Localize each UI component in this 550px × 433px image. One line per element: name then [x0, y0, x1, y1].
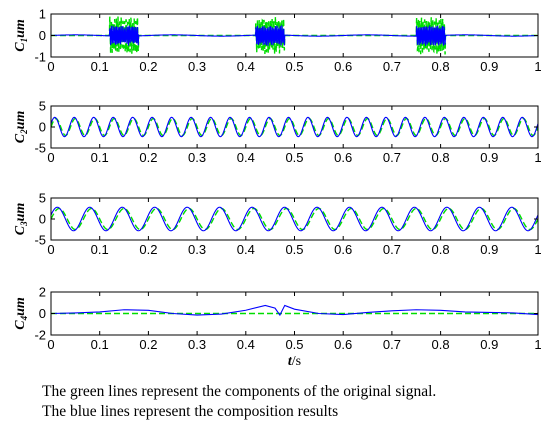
x-tick-label: 0.4 [237, 242, 255, 257]
x-tick-label: 0 [47, 59, 54, 74]
x-tick-label: 0.9 [480, 150, 498, 165]
y-tick-label: -5 [34, 141, 46, 156]
x-tick-label: 0.7 [383, 59, 401, 74]
x-tick-label: 0.6 [334, 150, 352, 165]
y-axis-label: C3um [13, 203, 29, 236]
axes-box [50, 197, 539, 241]
x-tick-label: 0.2 [139, 150, 157, 165]
y-axis-label: C2um [13, 111, 29, 144]
y-tick-label: 1 [39, 7, 46, 22]
x-tick-label: 0.5 [285, 150, 303, 165]
x-tick-label: 0.7 [383, 242, 401, 257]
series-line-original [51, 207, 538, 231]
x-tick-label: 0.6 [334, 337, 352, 352]
y-tick-label: 5 [39, 99, 46, 114]
x-tick-label: 0.9 [480, 59, 498, 74]
y-tick-label: -2 [34, 328, 46, 343]
y-tick-label: 0 [39, 212, 46, 227]
x-tick-label: 0.5 [285, 337, 303, 352]
x-tick-label: 0.9 [480, 337, 498, 352]
caption-line-1: The green lines represent the components… [42, 383, 437, 400]
x-tick-label: 0.8 [432, 150, 450, 165]
y-tick-label: 0 [39, 28, 46, 43]
x-tick-label: 0.2 [139, 337, 157, 352]
x-tick-label: 0.4 [237, 337, 255, 352]
x-tick-label: 0 [47, 337, 54, 352]
series-line-composition [51, 206, 538, 232]
y-tick-label: 5 [39, 191, 46, 206]
x-tick-label: 0.1 [91, 59, 109, 74]
x-tick-label: 0.8 [432, 59, 450, 74]
caption-line-2: The blue lines represent the composition… [42, 403, 339, 420]
x-tick-label: 0.6 [334, 59, 352, 74]
x-tick-label: 0.5 [285, 59, 303, 74]
x-tick-label: 0 [47, 150, 54, 165]
x-tick-label: 1 [534, 337, 541, 352]
x-tick-label: 0.3 [188, 242, 206, 257]
x-tick-label: 1 [534, 150, 541, 165]
x-axis-label: t/s [288, 354, 301, 369]
x-tick-label: 0.3 [188, 59, 206, 74]
y-tick-label: -1 [34, 50, 46, 65]
series-line-original [51, 117, 538, 137]
x-tick-label: 0.6 [334, 242, 352, 257]
x-tick-label: 0.4 [237, 59, 255, 74]
x-tick-label: 0.2 [139, 242, 157, 257]
x-tick-label: 1 [534, 242, 541, 257]
x-tick-label: 0.3 [188, 337, 206, 352]
x-tick-label: 0.9 [480, 242, 498, 257]
y-tick-label: -5 [34, 233, 46, 248]
x-tick-label: 1 [534, 59, 541, 74]
y-tick-label: 2 [39, 285, 46, 300]
x-tick-label: 0.3 [188, 150, 206, 165]
series-line-composition [51, 304, 538, 317]
x-tick-label: 0.8 [432, 337, 450, 352]
y-tick-label: 0 [39, 120, 46, 135]
x-tick-label: 0.7 [383, 150, 401, 165]
y-axis-label: C1um [13, 19, 29, 52]
axes-box [50, 105, 539, 149]
x-tick-label: 0 [47, 242, 54, 257]
series-line-composition [51, 24, 538, 47]
y-tick-label: 0 [39, 306, 46, 321]
x-tick-label: 0.1 [91, 242, 109, 257]
x-tick-label: 0.7 [383, 337, 401, 352]
x-tick-label: 0.2 [139, 59, 157, 74]
x-tick-label: 0.4 [237, 150, 255, 165]
x-tick-label: 0.1 [91, 337, 109, 352]
series-line-composition [51, 116, 538, 138]
x-tick-label: 0.5 [285, 242, 303, 257]
x-tick-label: 0.1 [91, 150, 109, 165]
y-axis-label: C4um [13, 297, 29, 330]
x-tick-label: 0.8 [432, 242, 450, 257]
